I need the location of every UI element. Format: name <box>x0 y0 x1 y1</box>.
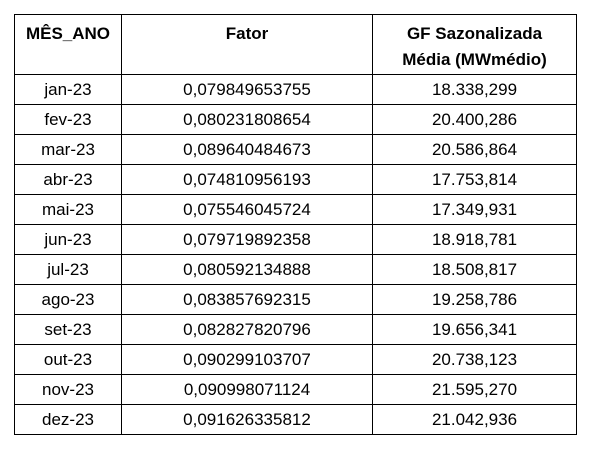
cell-gf-sazonalizada: 18.338,299 <box>372 74 577 105</box>
table-header: MÊS_ANO Fator GF Sazonalizada Média (MWm… <box>14 14 577 75</box>
cell-fator: 0,074810956193 <box>121 164 373 195</box>
table-row: dez-23 0,091626335812 21.042,936 <box>14 404 577 435</box>
cell-mes-ano: mai-23 <box>14 194 122 225</box>
cell-gf-sazonalizada: 18.918,781 <box>372 224 577 255</box>
cell-fator: 0,089640484673 <box>121 134 373 165</box>
table-row: jul-23 0,080592134888 18.508,817 <box>14 254 577 285</box>
cell-mes-ano: abr-23 <box>14 164 122 195</box>
cell-mes-ano: ago-23 <box>14 284 122 315</box>
cell-fator: 0,090998071124 <box>121 374 373 405</box>
cell-gf-sazonalizada: 20.586,864 <box>372 134 577 165</box>
table-row: ago-23 0,083857692315 19.258,786 <box>14 284 577 315</box>
table-row: jan-23 0,079849653755 18.338,299 <box>14 74 577 105</box>
cell-gf-sazonalizada: 21.042,936 <box>372 404 577 435</box>
table-row: nov-23 0,090998071124 21.595,270 <box>14 374 577 405</box>
cell-gf-sazonalizada: 17.349,931 <box>372 194 577 225</box>
cell-fator: 0,075546045724 <box>121 194 373 225</box>
cell-gf-sazonalizada: 20.738,123 <box>372 344 577 375</box>
table-row: set-23 0,082827820796 19.656,341 <box>14 314 577 345</box>
cell-fator: 0,091626335812 <box>121 404 373 435</box>
table-row: abr-23 0,074810956193 17.753,814 <box>14 164 577 195</box>
cell-mes-ano: dez-23 <box>14 404 122 435</box>
table-row: jun-23 0,079719892358 18.918,781 <box>14 224 577 255</box>
data-table: MÊS_ANO Fator GF Sazonalizada Média (MWm… <box>14 14 577 435</box>
header-mes-ano: MÊS_ANO <box>14 14 122 75</box>
cell-mes-ano: jun-23 <box>14 224 122 255</box>
cell-fator: 0,083857692315 <box>121 284 373 315</box>
table-row: fev-23 0,080231808654 20.400,286 <box>14 104 577 135</box>
cell-mes-ano: set-23 <box>14 314 122 345</box>
cell-gf-sazonalizada: 17.753,814 <box>372 164 577 195</box>
cell-fator: 0,090299103707 <box>121 344 373 375</box>
cell-fator: 0,079719892358 <box>121 224 373 255</box>
table-body: jan-23 0,079849653755 18.338,299 fev-23 0,08… <box>14 74 577 435</box>
header-fator: Fator <box>121 14 373 75</box>
cell-fator: 0,080592134888 <box>121 254 373 285</box>
cell-mes-ano: nov-23 <box>14 374 122 405</box>
cell-gf-sazonalizada: 19.656,341 <box>372 314 577 345</box>
cell-gf-sazonalizada: 21.595,270 <box>372 374 577 405</box>
cell-gf-sazonalizada: 20.400,286 <box>372 104 577 135</box>
cell-fator: 0,082827820796 <box>121 314 373 345</box>
cell-gf-sazonalizada: 18.508,817 <box>372 254 577 285</box>
header-row: MÊS_ANO Fator GF Sazonalizada Média (MWm… <box>14 14 577 75</box>
cell-fator: 0,080231808654 <box>121 104 373 135</box>
table-row: out-23 0,090299103707 20.738,123 <box>14 344 577 375</box>
cell-mes-ano: jan-23 <box>14 74 122 105</box>
cell-mes-ano: mar-23 <box>14 134 122 165</box>
table-row: mar-23 0,089640484673 20.586,864 <box>14 134 577 165</box>
cell-mes-ano: fev-23 <box>14 104 122 135</box>
header-gf-sazonalizada: GF Sazonalizada Média (MWmédio) <box>372 14 577 75</box>
cell-mes-ano: out-23 <box>14 344 122 375</box>
cell-fator: 0,079849653755 <box>121 74 373 105</box>
cell-mes-ano: jul-23 <box>14 254 122 285</box>
table-row: mai-23 0,075546045724 17.349,931 <box>14 194 577 225</box>
cell-gf-sazonalizada: 19.258,786 <box>372 284 577 315</box>
